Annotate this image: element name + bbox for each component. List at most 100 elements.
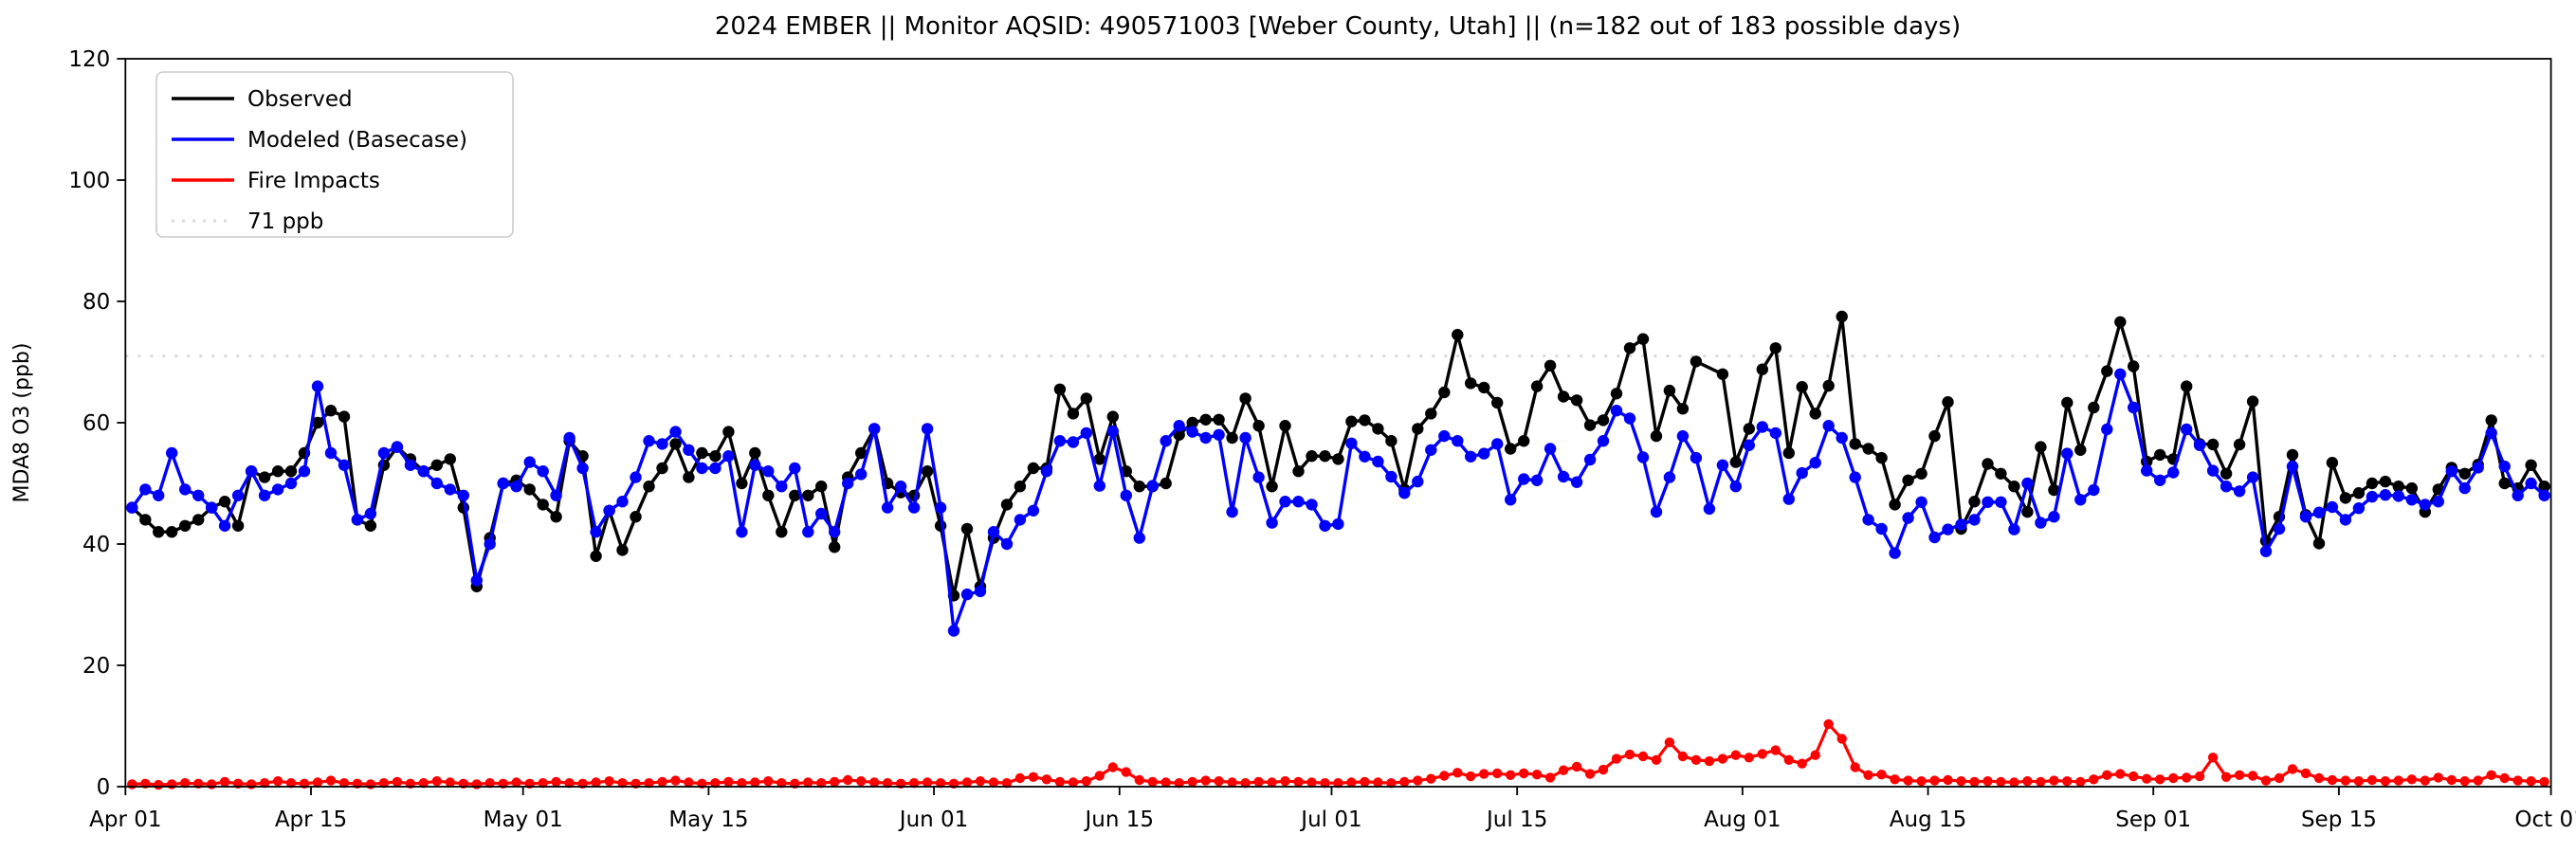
modeled-basecase-marker	[2074, 494, 2087, 506]
modeled-basecase-marker	[1385, 470, 1398, 483]
observed-marker	[2405, 481, 2418, 495]
observed-marker	[192, 514, 205, 526]
fire-impacts-marker	[2327, 774, 2338, 786]
modeled-basecase-marker	[218, 519, 231, 532]
fire-impacts-marker	[1544, 772, 1556, 783]
observed-marker	[1676, 403, 1690, 415]
fire-impacts-marker	[1227, 777, 1237, 788]
modeled-basecase-marker	[2512, 489, 2524, 501]
fire-impacts-marker	[1916, 776, 1927, 787]
fire-impacts-marker	[856, 776, 867, 787]
observed-marker	[1213, 413, 1225, 426]
fire-impacts-marker	[154, 779, 164, 790]
fire-impacts-marker	[1360, 776, 1370, 788]
observed-marker	[1292, 465, 1305, 478]
observed-marker	[829, 541, 841, 554]
observed-marker	[2312, 537, 2326, 550]
modeled-basecase-marker	[1239, 431, 1251, 445]
modeled-basecase-marker	[1796, 466, 1808, 480]
modeled-basecase-marker	[2432, 496, 2444, 508]
fire-impacts-marker	[2062, 776, 2073, 787]
observed-marker	[139, 514, 152, 526]
observed-marker	[2114, 316, 2127, 328]
modeled-basecase-marker	[311, 380, 324, 392]
observed-marker	[1160, 477, 1172, 490]
fire-impacts-marker	[418, 778, 429, 789]
modeled-basecase-marker	[1729, 481, 1743, 493]
modeled-basecase-marker	[1505, 494, 1517, 506]
fire-impacts-marker	[1690, 754, 1702, 765]
observed-marker	[1345, 415, 1358, 427]
fire-impacts-marker	[1531, 770, 1543, 780]
observed-marker	[537, 499, 549, 511]
fire-impacts-marker	[2234, 770, 2245, 780]
modeled-basecase-marker	[2233, 485, 2246, 498]
observed-marker	[1942, 396, 1954, 408]
modeled-basecase-marker	[2061, 447, 2074, 460]
modeled-basecase-marker	[696, 462, 708, 475]
modeled-basecase-marker	[630, 471, 642, 483]
fire-impacts-marker	[1584, 769, 1596, 779]
modeled-basecase-marker	[457, 489, 469, 501]
observed-marker	[1106, 410, 1120, 423]
modeled-basecase-marker	[404, 459, 417, 471]
observed-marker	[1849, 438, 1861, 450]
modeled-basecase-marker	[470, 574, 483, 587]
fire-impacts-marker	[2182, 772, 2192, 783]
fire-impacts-marker	[285, 778, 297, 789]
fire-impacts-marker	[2102, 770, 2112, 780]
observed-marker	[1690, 355, 1703, 368]
observed-marker	[2048, 483, 2060, 497]
observed-marker	[2008, 481, 2020, 493]
observed-marker	[311, 416, 324, 429]
fire-impacts-marker	[1121, 767, 1132, 777]
observed-marker	[1279, 420, 1291, 432]
modeled-basecase-marker	[1955, 518, 1967, 531]
modeled-basecase-marker	[1623, 412, 1636, 425]
modeled-basecase-marker	[2273, 522, 2286, 535]
x-tick-label: Jun 15	[1084, 808, 1155, 832]
fire-impacts-marker	[843, 774, 853, 786]
observed-marker	[1252, 420, 1265, 432]
fire-impacts-marker	[591, 777, 601, 788]
modeled-basecase-marker	[894, 481, 907, 493]
modeled-basecase-marker	[1332, 517, 1344, 531]
modeled-basecase-marker	[1040, 465, 1053, 478]
fire-impacts-marker	[2499, 772, 2510, 784]
observed-marker	[762, 489, 775, 501]
observed-marker	[1862, 443, 1874, 455]
observed-marker	[2233, 438, 2246, 451]
observed-marker	[1372, 423, 1384, 435]
observed-marker	[258, 471, 271, 483]
modeled-basecase-marker	[284, 477, 298, 490]
modeled-basecase-marker	[1319, 519, 1331, 532]
observed-marker	[2074, 444, 2087, 456]
modeled-basecase-marker	[1266, 517, 1278, 529]
modeled-basecase-marker	[2286, 460, 2299, 473]
fire-impacts-marker	[2366, 774, 2378, 786]
modeled-basecase-marker	[683, 444, 695, 456]
observed-marker	[1729, 456, 1743, 468]
fire-impacts-marker	[2512, 775, 2523, 786]
modeled-basecase-marker	[1292, 496, 1305, 508]
modeled-basecase-marker	[1743, 439, 1756, 451]
fire-impacts-marker	[2168, 772, 2179, 784]
observed-marker	[1412, 423, 1424, 435]
modeled-basecase-marker	[1995, 496, 2007, 508]
fire-impacts-marker	[1876, 770, 1887, 780]
fire-impacts-marker	[1134, 774, 1145, 786]
modeled-basecase-marker	[2193, 439, 2206, 451]
modeled-basecase-marker	[231, 489, 245, 501]
fire-impacts-marker	[2353, 776, 2365, 787]
fire-impacts-marker	[1333, 778, 1343, 789]
observed-marker	[1663, 384, 1676, 397]
fire-impacts-marker	[2393, 775, 2403, 786]
modeled-basecase-marker	[245, 465, 258, 478]
modeled-basecase-marker	[1518, 473, 1530, 485]
observed-marker	[1478, 381, 1490, 394]
observed-marker	[430, 459, 443, 471]
modeled-basecase-marker	[881, 501, 894, 514]
modeled-basecase-marker	[736, 526, 748, 538]
fire-impacts-marker	[180, 778, 191, 789]
